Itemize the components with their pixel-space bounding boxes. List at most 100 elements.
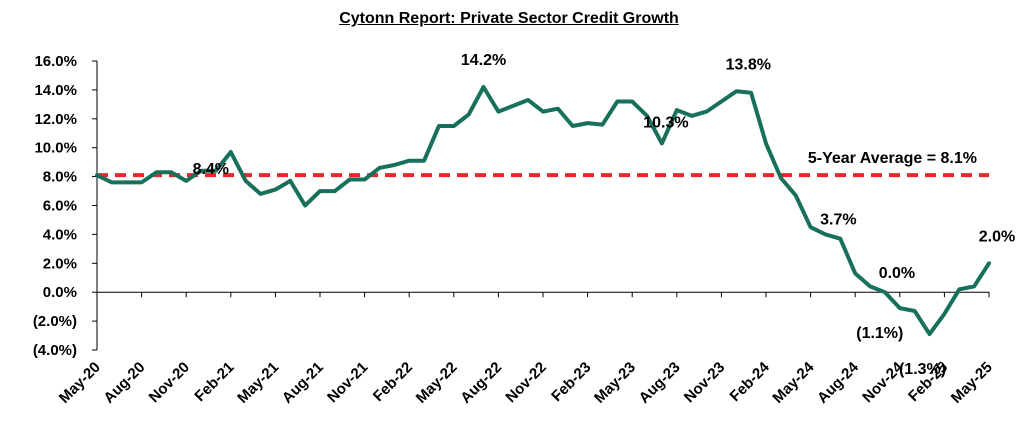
x-tick-label: May-23 [591, 359, 639, 407]
data-point [868, 284, 872, 288]
data-point [705, 110, 709, 114]
data-point [541, 110, 545, 114]
data-point [764, 141, 768, 145]
x-tick-label: Aug-23 [636, 359, 684, 407]
data-label: (1.1%) [856, 325, 903, 342]
data-point [690, 114, 694, 118]
data-label: 3.7% [820, 212, 856, 229]
data-point [779, 176, 783, 180]
data-point [734, 89, 738, 93]
x-tick-label: Nov-23 [681, 359, 728, 406]
data-point [823, 232, 827, 236]
data-point [942, 312, 946, 316]
y-tick-label: 10.0% [34, 140, 77, 157]
data-point [511, 104, 515, 108]
data-point [987, 261, 991, 265]
y-tick-label: 12.0% [34, 111, 77, 128]
data-label: 2.0% [979, 228, 1015, 245]
data-point [719, 99, 723, 103]
x-tick-label: Feb-23 [548, 359, 594, 405]
x-tick-label: May-24 [769, 358, 817, 406]
data-point [883, 290, 887, 294]
data-label: (1.3%) [899, 361, 946, 378]
data-point [645, 114, 649, 118]
data-point [273, 188, 277, 192]
x-tick-label: Aug-21 [279, 359, 327, 407]
x-tick-label: May-21 [234, 359, 282, 407]
axes [96, 61, 989, 350]
series-group [95, 85, 991, 337]
y-tick-label: 0.0% [43, 284, 77, 301]
data-point [526, 98, 530, 102]
y-tick-label: 8.0% [43, 169, 77, 186]
y-tick-label: (2.0%) [33, 313, 77, 330]
data-point [586, 121, 590, 125]
data-labels: 8.4% 14.2% 10.3% 13.8% 3.7% 0.0% (1.1%) (1.3%) 2… [193, 52, 1016, 378]
x-tick-label: Feb-21 [191, 359, 237, 405]
x-tick-label: Aug-20 [100, 359, 148, 407]
data-point [437, 124, 441, 128]
data-point [928, 332, 932, 336]
data-point [348, 177, 352, 181]
data-label: 0.0% [879, 265, 915, 282]
data-point [333, 189, 337, 193]
data-point [169, 170, 173, 174]
data-point [913, 309, 917, 313]
x-tick-label: Nov-20 [146, 359, 193, 406]
x-tick-label: Nov-21 [324, 359, 371, 406]
data-point [809, 225, 813, 229]
data-point [972, 284, 976, 288]
data-point [377, 166, 381, 170]
data-point [571, 124, 575, 128]
data-point [318, 189, 322, 193]
reference-line-group: 5-Year Average = 8.1% [97, 150, 989, 178]
y-tick-label: 14.0% [34, 82, 77, 99]
y-axis-ticks: 16.0% 14.0% 12.0% 10.0% 8.0% 6.0% 4.0% 2.0% 0.0%… [33, 53, 97, 359]
x-tick-label: Feb-22 [370, 359, 416, 405]
data-point [154, 170, 158, 174]
data-point [184, 179, 188, 183]
x-tick-label: May-20 [56, 359, 104, 407]
data-point [407, 159, 411, 163]
data-point [229, 150, 233, 154]
x-tick-label: Feb-24 [727, 358, 774, 405]
x-axis-ticks: May-20Aug-20Nov-20Feb-21May-21Aug-21Nov-… [56, 292, 996, 407]
data-label: 10.3% [643, 114, 688, 131]
data-point [422, 159, 426, 163]
data-label: 8.4% [193, 161, 229, 178]
data-point [125, 180, 129, 184]
data-label: 14.2% [461, 52, 506, 69]
x-tick-label: Aug-22 [457, 359, 505, 407]
data-point [199, 169, 203, 173]
data-point [259, 192, 263, 196]
data-point [556, 107, 560, 111]
data-point [957, 287, 961, 291]
y-tick-label: 6.0% [43, 198, 77, 215]
y-tick-label: 4.0% [43, 226, 77, 243]
data-point [660, 141, 664, 145]
data-point [95, 173, 99, 177]
y-tick-label: 16.0% [34, 53, 77, 70]
data-point [214, 169, 218, 173]
data-point [363, 177, 367, 181]
x-tick-label: Nov-22 [502, 359, 549, 406]
data-point [794, 193, 798, 197]
y-tick-label: (4.0%) [33, 342, 77, 359]
x-tick-label: Aug-24 [814, 358, 862, 406]
data-point [853, 271, 857, 275]
data-point [898, 306, 902, 310]
data-point [244, 179, 248, 183]
data-point [467, 112, 471, 116]
data-point [452, 124, 456, 128]
data-point [600, 123, 604, 127]
average-reference-label: 5-Year Average = 8.1% [808, 150, 977, 167]
data-point [392, 163, 396, 167]
data-point [303, 204, 307, 207]
data-point [630, 99, 634, 103]
data-label: 13.8% [726, 56, 771, 73]
data-point [838, 237, 842, 241]
data-point [110, 180, 114, 184]
x-tick-label: May-25 [948, 359, 996, 407]
data-point [615, 99, 619, 103]
